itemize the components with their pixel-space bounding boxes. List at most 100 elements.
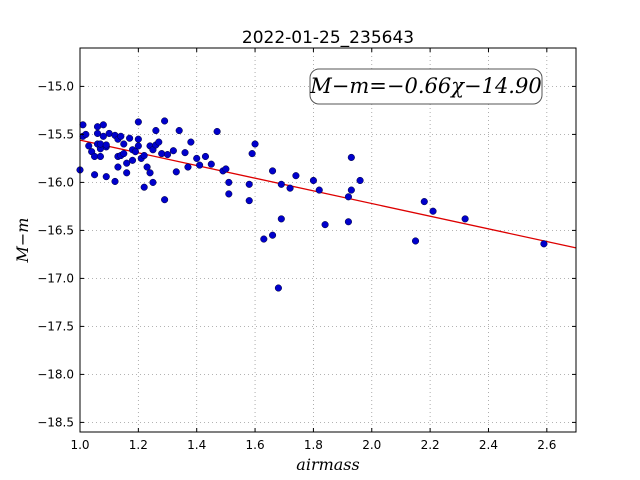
data-point (201, 152, 210, 161)
data-point (161, 196, 169, 204)
y-tick-label: −15.5 (37, 127, 74, 141)
data-point (222, 165, 230, 173)
data-point (123, 169, 131, 177)
data-point (461, 215, 469, 223)
data-point (161, 117, 169, 125)
x-tick-label: 2.2 (421, 438, 440, 452)
data-point (134, 118, 142, 126)
data-point (140, 151, 148, 160)
data-point (140, 183, 148, 191)
data-point (149, 178, 157, 186)
fit-line (79, 139, 577, 249)
x-tick-label: 1.4 (187, 438, 206, 452)
data-points (76, 117, 548, 292)
data-point (429, 207, 437, 215)
data-point (128, 156, 137, 164)
equation-annotation: M−m=−0.66χ−14.90 (309, 68, 543, 105)
data-point (123, 159, 131, 167)
x-tick-label: 2.0 (362, 438, 381, 452)
x-tick-label: 1.0 (70, 438, 89, 452)
data-point (411, 237, 420, 245)
y-tick-label: −18.5 (37, 415, 74, 429)
data-point (184, 163, 192, 171)
data-point (347, 153, 355, 161)
data-point (111, 177, 119, 185)
y-tick-label: −16.5 (37, 223, 74, 237)
data-point (99, 132, 107, 140)
data-point (420, 198, 428, 206)
data-point (251, 140, 259, 148)
data-point (131, 148, 139, 156)
y-tick-label: −17.0 (37, 271, 74, 285)
data-point (96, 152, 104, 161)
data-point (213, 127, 221, 136)
data-point (277, 215, 285, 223)
data-point (245, 180, 253, 188)
data-point (134, 142, 142, 150)
data-point (134, 135, 142, 143)
annotation-box (309, 68, 543, 105)
data-point (114, 163, 122, 171)
data-point (225, 178, 233, 186)
y-tick-label: −15.0 (37, 79, 74, 93)
data-point (347, 186, 355, 194)
data-point (175, 127, 183, 135)
data-point (274, 284, 282, 292)
data-point (269, 231, 277, 239)
data-point (315, 186, 323, 194)
data-point (85, 142, 93, 150)
data-point (169, 147, 177, 155)
plot-frame (79, 47, 577, 433)
data-point (155, 138, 163, 146)
x-tick-label: 1.6 (246, 438, 265, 452)
data-point (79, 121, 87, 129)
data-point (269, 167, 277, 175)
data-point (172, 168, 180, 176)
data-point (163, 151, 172, 159)
data-point (260, 235, 268, 243)
data-point (93, 129, 102, 137)
y-tick-label: −17.5 (37, 319, 74, 333)
data-point (540, 240, 548, 248)
x-tick-label: 2.4 (479, 438, 498, 452)
x-tick-label: 1.8 (304, 438, 323, 452)
fit-line-layer (79, 139, 577, 249)
data-point (117, 132, 125, 140)
data-point (248, 150, 256, 158)
data-point (99, 121, 107, 129)
chart-title: 2022-01-25_235643 (242, 28, 414, 48)
data-point (120, 140, 128, 148)
data-point (207, 160, 215, 168)
x-tick-label: 2.6 (537, 438, 556, 452)
x-tick-label: 1.2 (129, 438, 148, 452)
x-axis-label: airmass (296, 455, 359, 474)
annotation-text: M−m=−0.66χ−14.90 (309, 74, 541, 98)
grid-lines (79, 48, 576, 432)
data-point (286, 184, 294, 192)
y-tick-label: −18.0 (37, 367, 74, 381)
data-point (102, 173, 110, 181)
data-point (96, 140, 104, 148)
y-axis-label: M−m (13, 218, 32, 264)
data-point (91, 171, 99, 179)
data-point (146, 169, 154, 177)
x-axis-ticks: 1.0 1.2 1.4 1.6 1.8 2.0 2.2 2.4 2.6 (70, 48, 556, 452)
data-point (225, 190, 233, 198)
data-point (292, 172, 300, 180)
data-point (181, 149, 189, 157)
data-point (126, 134, 134, 142)
y-tick-label: −16.0 (37, 175, 74, 189)
data-point (356, 176, 364, 185)
y-axis-ticks: −15.0 −15.5 −16.0 −16.5 −17.0 −17.5 −18.0 −18.5 (37, 79, 576, 429)
data-point (321, 221, 329, 229)
data-point (277, 180, 285, 188)
data-point (152, 127, 160, 135)
data-point (344, 193, 352, 201)
data-point (187, 138, 195, 146)
data-point (158, 150, 166, 158)
data-point (193, 154, 201, 162)
data-point (309, 176, 317, 185)
data-point (120, 150, 128, 158)
data-point (344, 218, 352, 226)
